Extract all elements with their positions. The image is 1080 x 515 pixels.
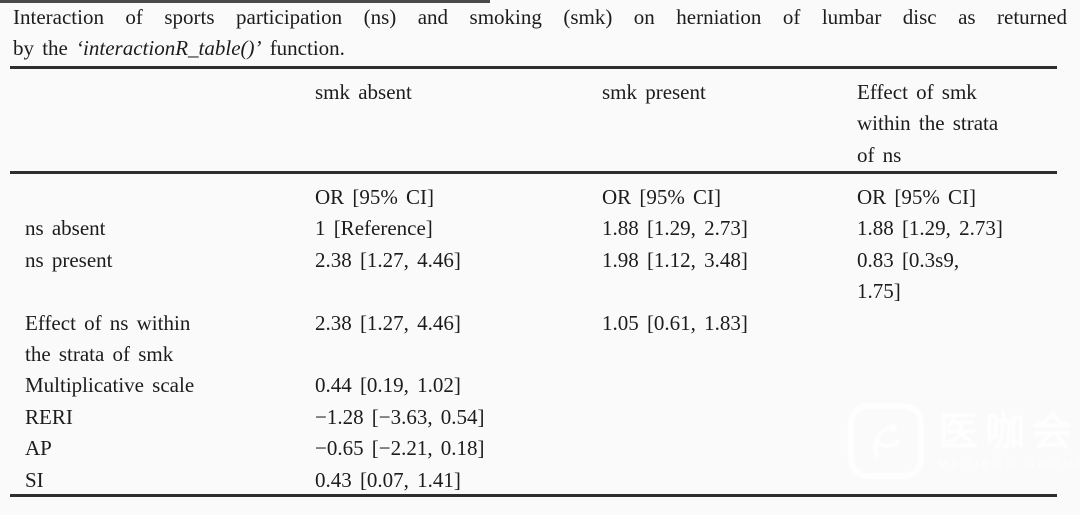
caption-line2-suffix: function. [261,36,345,60]
row-label [25,182,315,213]
table-cell [602,402,857,433]
table-cell [602,465,857,496]
table-cell [857,465,1057,496]
table-caption: Interaction of sports participation (ns)… [13,2,1067,64]
table-cell: 1 [Reference] [315,216,433,241]
table-cell: 0.43 [0.07, 1.41] [315,467,461,492]
row-label-ns-present: ns present [25,247,113,272]
table-cell: OR [95% CI] [602,185,722,209]
header-smk-present: smk present [602,80,706,104]
table-header-separator-rule [10,171,1057,174]
table-top-rule [10,66,1057,69]
table-cell: OR [95% CI] [315,185,435,209]
row-label-multiplicative-scale: Multiplicative scale [25,373,195,398]
table-bottom-rule [10,494,1057,497]
table-cell: 1.05 [0.61, 1.83] [602,310,748,335]
table-cell: −1.28 [−3.63, 0.54] [315,404,485,429]
table-header-row: smk absent smk present Effect of smk wit… [10,69,1057,171]
row-label-si: SI [25,467,44,492]
header-smk-absent: smk absent [315,80,412,104]
table-cell: OR [95% CI] [857,185,977,209]
caption-line-1: Interaction of sports participation (ns)… [13,5,1067,29]
table-cell: 1.98 [1.12, 3.48] [602,247,748,272]
table-cell: 0.44 [0.19, 1.02] [315,373,461,398]
caption-line-2: by the ‘interactionR_table()’ function. [13,33,1067,64]
function-name: ‘interactionR_table()’ [76,36,262,60]
row-label-ap: AP [25,436,52,461]
table-cell [857,308,1057,371]
caption-line2-prefix: by the [13,36,77,60]
table-cell [857,433,1057,464]
table-cell [857,402,1057,433]
table-cell: 1.88 [1.29, 2.73] [857,216,1003,241]
table-cell: −0.65 [−2.21, 0.18] [315,436,485,461]
header-effect-of-smk: Effect of smk within the strata of ns [857,80,999,167]
row-label-reri: RERI [25,404,73,429]
table-cell: 2.38 [1.27, 4.46] [315,247,461,272]
header-stub-cell [25,77,315,171]
table-cell [602,433,857,464]
table-body: OR [95% CI] OR [95% CI] OR [95% CI] ns a… [10,173,1057,496]
top-crop-artifact [0,0,490,3]
row-label-ns-absent: ns absent [25,216,106,241]
table-cell [602,370,857,401]
table-cell: 0.83 [0.3s9, 1.75] [857,247,960,304]
table-cell: 2.38 [1.27, 4.46] [315,310,461,335]
table-cell: 1.88 [1.29, 2.73] [602,216,748,241]
row-label-effect-of-ns: Effect of ns within the strata of smk [25,310,191,367]
table-cell [857,370,1057,401]
